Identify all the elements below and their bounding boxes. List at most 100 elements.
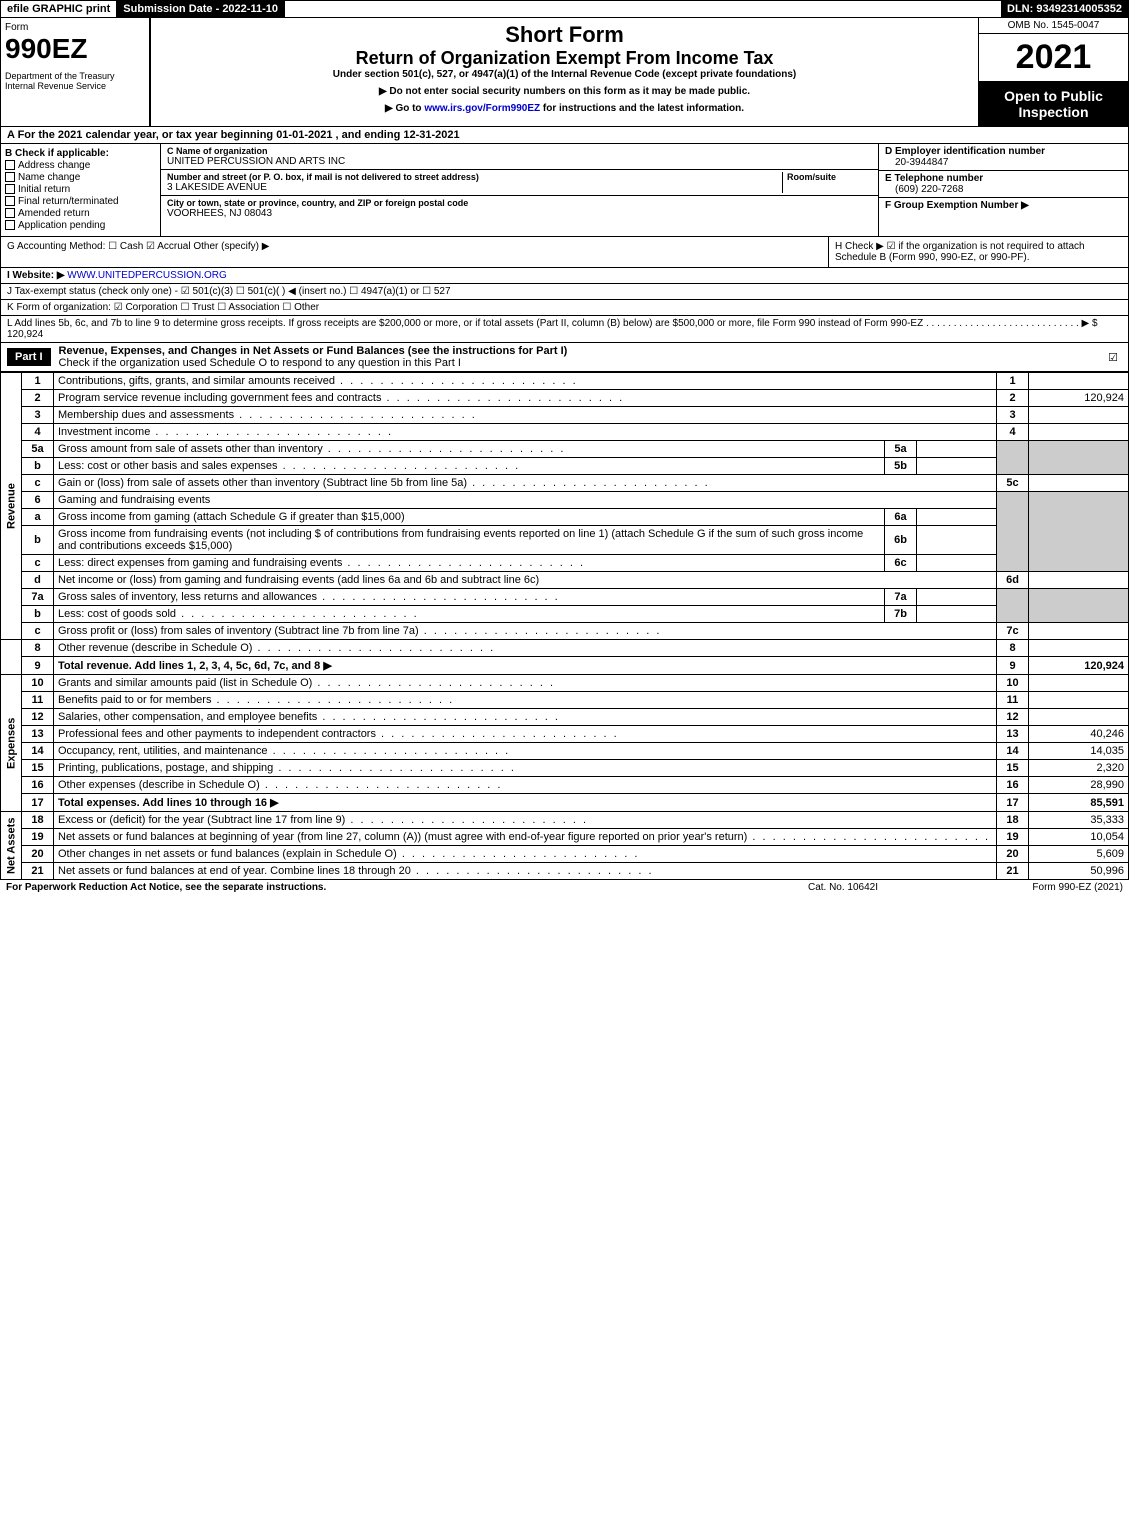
line-5a-mini: 5a xyxy=(885,441,917,458)
line-5b-miniamt xyxy=(917,458,997,475)
line-5a-desc: Gross amount from sale of assets other t… xyxy=(54,441,885,458)
line-7b-desc: Less: cost of goods sold xyxy=(54,606,885,623)
chk-initial-return[interactable]: Initial return xyxy=(5,184,156,195)
part-1-table: Revenue 1 Contributions, gifts, grants, … xyxy=(0,372,1129,880)
line-1: Revenue 1 Contributions, gifts, grants, … xyxy=(1,373,1129,390)
form-title-1: Short Form xyxy=(161,22,968,48)
line-4-amt xyxy=(1029,424,1129,441)
line-7a-miniamt xyxy=(917,589,997,606)
submission-date-label: Submission Date - 2022-11-10 xyxy=(117,1,285,17)
line-7ab-grey xyxy=(997,589,1029,623)
line-9: 9 Total revenue. Add lines 1, 2, 3, 4, 5… xyxy=(1,657,1129,675)
form-header: Form 990EZ Department of the Treasury In… xyxy=(0,18,1129,127)
chk-name-change[interactable]: Name change xyxy=(5,172,156,183)
line-14: 14 Occupancy, rent, utilities, and maint… xyxy=(1,743,1129,760)
line-6a-mini: 6a xyxy=(885,509,917,526)
page-footer: For Paperwork Reduction Act Notice, see … xyxy=(0,880,1129,895)
line-6b: b Gross income from fundraising events (… xyxy=(1,526,1129,555)
line-3-desc: Membership dues and assessments xyxy=(54,407,997,424)
line-6c-mini: 6c xyxy=(885,555,917,572)
line-11-amt xyxy=(1029,692,1129,709)
line-15-ref: 15 xyxy=(997,760,1029,777)
line-12-ref: 12 xyxy=(997,709,1029,726)
section-h-schedule-b: H Check ▶ ☑ if the organization is not r… xyxy=(828,237,1128,267)
line-13-num: 13 xyxy=(22,726,54,743)
line-10-num: 10 xyxy=(22,675,54,692)
line-5c-ref: 5c xyxy=(997,475,1029,492)
part-1-title-text: Revenue, Expenses, and Changes in Net As… xyxy=(59,345,568,357)
line-19-amt: 10,054 xyxy=(1029,829,1129,846)
section-a-text: A For the 2021 calendar year, or tax yea… xyxy=(7,129,460,141)
line-6-num: 6 xyxy=(22,492,54,509)
part-1-schedule-o-checkbox[interactable]: ☑ xyxy=(1104,351,1122,364)
line-18: Net Assets 18 Excess or (deficit) for th… xyxy=(1,812,1129,829)
footer-paperwork-notice: For Paperwork Reduction Act Notice, see … xyxy=(6,882,743,893)
org-street-label: Number and street (or P. O. box, if mail… xyxy=(167,172,782,182)
part-1-label: Part I xyxy=(7,348,51,366)
line-20-amt: 5,609 xyxy=(1029,846,1129,863)
section-g-accounting: G Accounting Method: ☐ Cash ☑ Accrual Ot… xyxy=(1,237,828,267)
line-7a-num: 7a xyxy=(22,589,54,606)
chk-name-change-label: Name change xyxy=(18,172,80,183)
irs-link[interactable]: www.irs.gov/Form990EZ xyxy=(424,103,540,114)
chk-address-change-label: Address change xyxy=(18,160,90,171)
line-6: 6 Gaming and fundraising events xyxy=(1,492,1129,509)
line-6d-amt xyxy=(1029,572,1129,589)
chk-final-return[interactable]: Final return/terminated xyxy=(5,196,156,207)
line-18-desc: Excess or (deficit) for the year (Subtra… xyxy=(54,812,997,829)
line-21: 21 Net assets or fund balances at end of… xyxy=(1,863,1129,880)
line-17-amt: 85,591 xyxy=(1029,794,1129,812)
line-17-desc-text: Total expenses. Add lines 10 through 16 xyxy=(58,797,267,809)
line-8: 8 Other revenue (describe in Schedule O)… xyxy=(1,640,1129,657)
line-11-ref: 11 xyxy=(997,692,1029,709)
line-6b-desc: Gross income from fundraising events (no… xyxy=(54,526,885,555)
line-12: 12 Salaries, other compensation, and emp… xyxy=(1,709,1129,726)
form-label: Form xyxy=(5,22,145,33)
line-14-ref: 14 xyxy=(997,743,1029,760)
line-10-amt xyxy=(1029,675,1129,692)
room-suite-label: Room/suite xyxy=(787,172,872,182)
line-12-desc: Salaries, other compensation, and employ… xyxy=(54,709,997,726)
line-7ab-grey-amt xyxy=(1029,589,1129,623)
org-city-row: City or town, state or province, country… xyxy=(161,196,878,221)
line-5c-desc: Gain or (loss) from sale of assets other… xyxy=(54,475,997,492)
line-4: 4 Investment income 4 xyxy=(1,424,1129,441)
line-14-desc: Occupancy, rent, utilities, and maintena… xyxy=(54,743,997,760)
section-b-checkboxes: B Check if applicable: Address change Na… xyxy=(1,144,161,236)
line-21-ref: 21 xyxy=(997,863,1029,880)
line-6b-miniamt xyxy=(917,526,997,555)
line-5a: 5a Gross amount from sale of assets othe… xyxy=(1,441,1129,458)
line-5a-miniamt xyxy=(917,441,997,458)
line-5b-mini: 5b xyxy=(885,458,917,475)
chk-application-pending[interactable]: Application pending xyxy=(5,220,156,231)
line-12-amt xyxy=(1029,709,1129,726)
line-14-amt: 14,035 xyxy=(1029,743,1129,760)
footer-form-ref: Form 990-EZ (2021) xyxy=(943,882,1123,893)
website-link[interactable]: WWW.UNITEDPERCUSSION.ORG xyxy=(67,270,226,281)
line-6a-num: a xyxy=(22,509,54,526)
efile-print-label[interactable]: efile GRAPHIC print xyxy=(1,1,117,17)
chk-amended-return[interactable]: Amended return xyxy=(5,208,156,219)
line-2-ref: 2 xyxy=(997,390,1029,407)
line-3-ref: 3 xyxy=(997,407,1029,424)
line-5c: c Gain or (loss) from sale of assets oth… xyxy=(1,475,1129,492)
line-21-desc: Net assets or fund balances at end of ye… xyxy=(54,863,997,880)
line-5c-num: c xyxy=(22,475,54,492)
line-7b-mini: 7b xyxy=(885,606,917,623)
line-16-desc: Other expenses (describe in Schedule O) xyxy=(54,777,997,794)
line-20: 20 Other changes in net assets or fund b… xyxy=(1,846,1129,863)
line-10-desc: Grants and similar amounts paid (list in… xyxy=(54,675,997,692)
info-grid: B Check if applicable: Address change Na… xyxy=(0,144,1129,237)
line-6d-desc: Net income or (loss) from gaming and fun… xyxy=(54,572,997,589)
line-7c-ref: 7c xyxy=(997,623,1029,640)
line-6-grey xyxy=(997,492,1029,572)
part-1-title: Revenue, Expenses, and Changes in Net As… xyxy=(51,345,1104,369)
line-6a: a Gross income from gaming (attach Sched… xyxy=(1,509,1129,526)
line-17-num: 17 xyxy=(22,794,54,812)
chk-application-pending-label: Application pending xyxy=(18,220,105,231)
section-j-tax-exempt: J Tax-exempt status (check only one) - ☑… xyxy=(0,284,1129,300)
line-6c-num: c xyxy=(22,555,54,572)
line-13: 13 Professional fees and other payments … xyxy=(1,726,1129,743)
chk-address-change[interactable]: Address change xyxy=(5,160,156,171)
line-6d-ref: 6d xyxy=(997,572,1029,589)
